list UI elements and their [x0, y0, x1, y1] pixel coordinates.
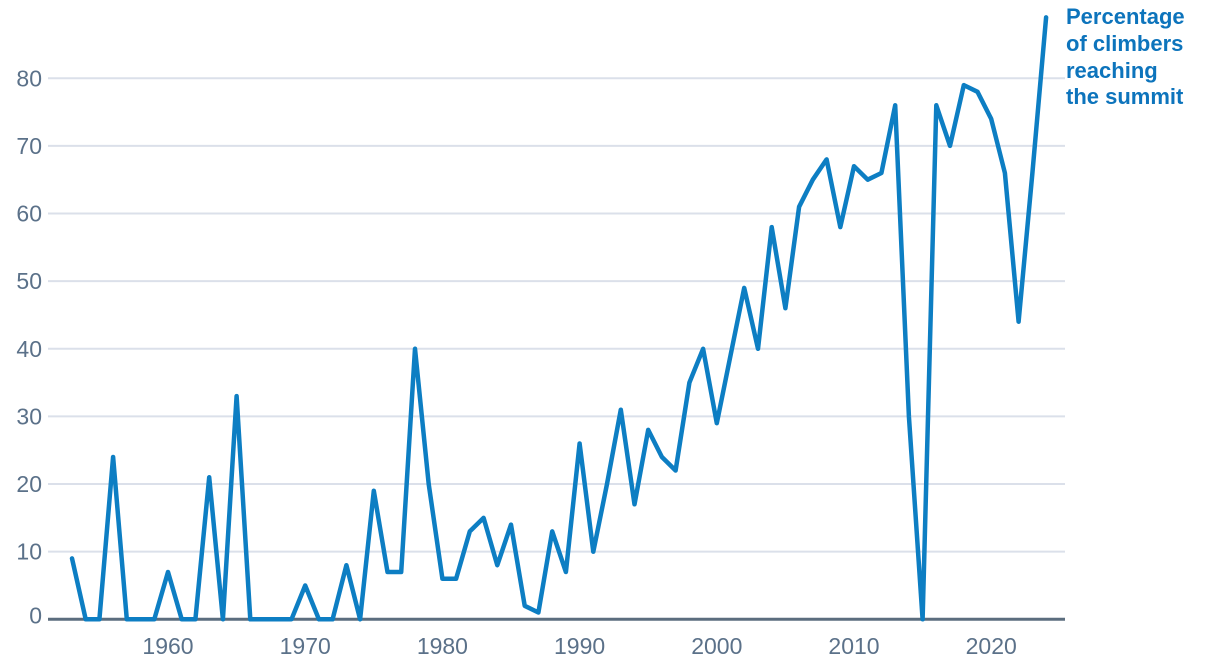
y-tick-label-70: 70 — [16, 133, 42, 159]
y-tick-label-0: 0 — [29, 602, 42, 628]
y-tick-label-60: 60 — [16, 201, 42, 227]
y-tick-label-10: 10 — [16, 539, 42, 565]
x-tick-label-2000: 2000 — [691, 633, 742, 659]
x-tick-label-1960: 1960 — [142, 633, 193, 659]
y-tick-label-80: 80 — [16, 65, 42, 91]
y-tick-label-30: 30 — [16, 403, 42, 429]
series-label: Percentage of climbers reaching the summ… — [1066, 4, 1185, 110]
y-tick-label-40: 40 — [16, 336, 42, 362]
y-tick-label-50: 50 — [16, 268, 42, 294]
x-tick-label-2020: 2020 — [966, 633, 1017, 659]
x-tick-label-2010: 2010 — [828, 633, 879, 659]
x-tick-label-1970: 1970 — [280, 633, 331, 659]
y-tick-label-20: 20 — [16, 471, 42, 497]
x-tick-label-1980: 1980 — [417, 633, 468, 659]
x-tick-label-1990: 1990 — [554, 633, 605, 659]
summit-percentage-line — [69, 15, 1049, 622]
